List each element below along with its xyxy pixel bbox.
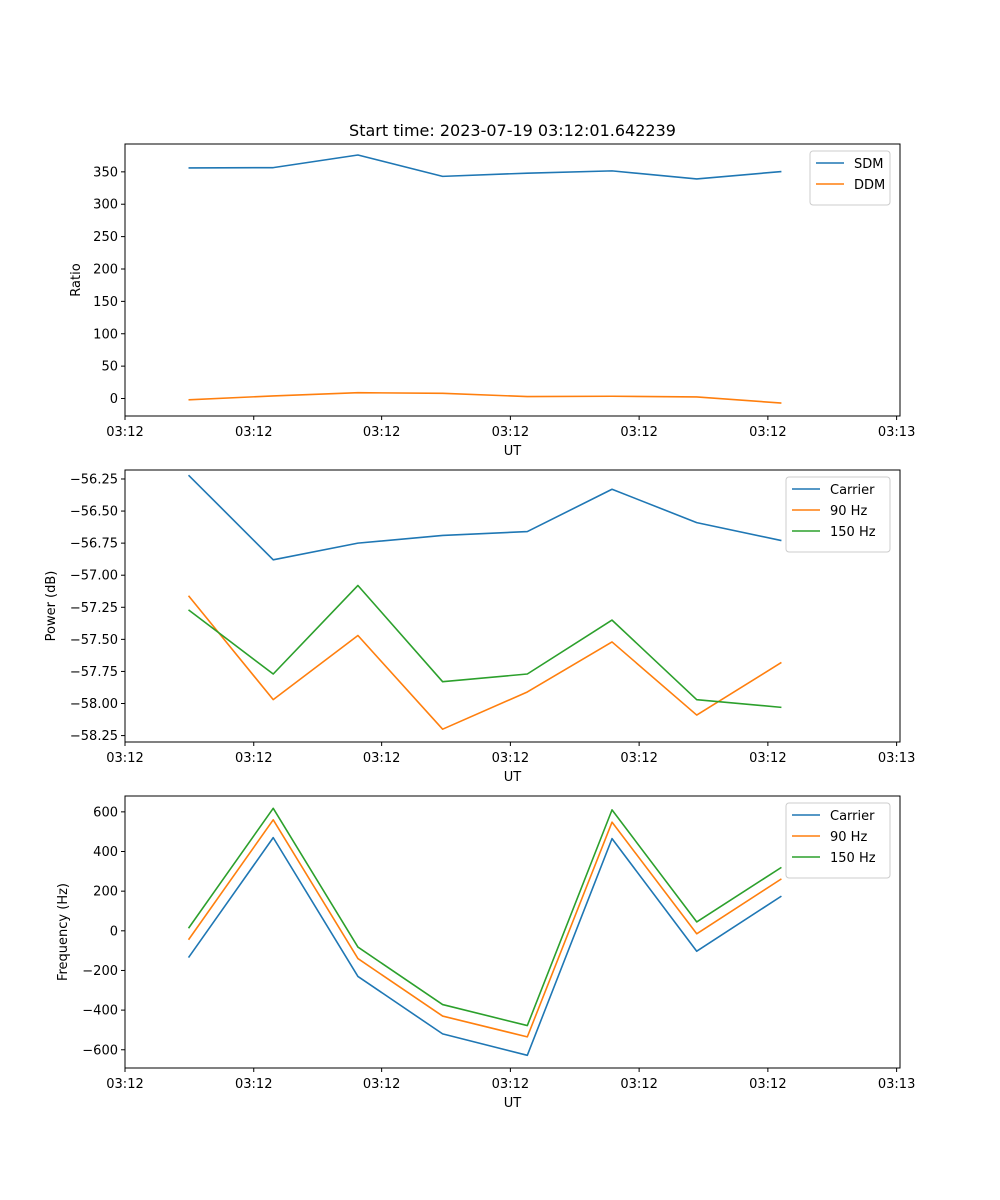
y-tick-label: −57.00 bbox=[70, 569, 118, 584]
x-tick-label: 03:12 bbox=[620, 425, 657, 440]
x-tick-label: 03:12 bbox=[106, 1077, 143, 1092]
legend-box bbox=[785, 476, 891, 553]
y-axis-label: Frequency (Hz) bbox=[56, 883, 71, 981]
y-tick-label: 300 bbox=[93, 198, 118, 213]
x-tick-label: 03:13 bbox=[878, 1077, 915, 1092]
plot-frame bbox=[124, 469, 901, 743]
y-axis-label: Power (dB) bbox=[44, 571, 59, 642]
x-tick-label: 03:12 bbox=[620, 751, 657, 766]
y-tick-label: −58.25 bbox=[70, 729, 118, 744]
x-tick-label: 03:12 bbox=[363, 751, 400, 766]
x-tick-label: 03:12 bbox=[235, 425, 272, 440]
x-tick-label: 03:12 bbox=[363, 425, 400, 440]
series-line-90-hz bbox=[187, 818, 782, 1038]
legend-label: Carrier bbox=[830, 809, 875, 824]
y-tick-label: 600 bbox=[93, 805, 118, 820]
series-line-sdm bbox=[188, 154, 782, 180]
series-line-ddm bbox=[188, 391, 782, 404]
y-tick-label: 50 bbox=[101, 360, 118, 375]
y-tick-label: −56.50 bbox=[70, 505, 118, 520]
x-axis-label: UT bbox=[504, 770, 522, 785]
x-tick-label: 03:13 bbox=[878, 425, 915, 440]
series-line-carrier bbox=[187, 836, 782, 1057]
y-tick-label: 0 bbox=[110, 924, 118, 939]
x-tick-label: 03:12 bbox=[235, 1077, 272, 1092]
x-tick-label: 03:12 bbox=[492, 1077, 529, 1092]
y-tick-label: −58.00 bbox=[70, 697, 118, 712]
legend-label: DDM bbox=[854, 178, 885, 193]
y-tick-label: 250 bbox=[93, 230, 118, 245]
series-line-carrier bbox=[187, 474, 782, 561]
legend-box bbox=[809, 150, 891, 206]
y-tick-label: 200 bbox=[93, 262, 118, 277]
y-tick-label: −57.25 bbox=[70, 601, 118, 616]
plot-frame bbox=[124, 795, 901, 1069]
y-axis-label: Ratio bbox=[69, 263, 84, 296]
y-tick-label: 0 bbox=[110, 392, 118, 407]
y-tick-label: 100 bbox=[93, 327, 118, 342]
series-line-90-hz bbox=[187, 595, 782, 730]
y-tick-label: −56.25 bbox=[70, 472, 118, 487]
x-tick-label: 03:13 bbox=[878, 751, 915, 766]
charts: 0 50 100 150 200 250 300 350 03:12 03:12 03:12 03:1… bbox=[44, 143, 915, 1111]
chart-1: 0 50 100 150 200 250 300 350 03:12 03:12 03:12 03:1… bbox=[69, 143, 915, 459]
y-tick-label: −200 bbox=[82, 964, 118, 979]
y-tick-label: −400 bbox=[82, 1004, 118, 1019]
legend-label: Carrier bbox=[830, 483, 875, 498]
y-tick-label: −600 bbox=[82, 1043, 118, 1058]
legend-label: 90 Hz bbox=[830, 830, 867, 845]
x-tick-label: 03:12 bbox=[492, 751, 529, 766]
x-tick-label: 03:12 bbox=[106, 425, 143, 440]
y-tick-label: −57.50 bbox=[70, 633, 118, 648]
x-tick-label: 03:12 bbox=[749, 1077, 786, 1092]
legend-label: 150 Hz bbox=[830, 525, 876, 540]
x-tick-label: 03:12 bbox=[235, 751, 272, 766]
y-tick-label: 150 bbox=[93, 295, 118, 310]
legend-label: 90 Hz bbox=[830, 504, 867, 519]
y-tick-label: −56.75 bbox=[70, 537, 118, 552]
series-line-150-hz bbox=[187, 807, 782, 1027]
y-tick-label: 350 bbox=[93, 165, 118, 180]
x-tick-label: 03:12 bbox=[749, 751, 786, 766]
legend-box bbox=[785, 802, 891, 879]
x-axis-label: UT bbox=[504, 444, 522, 459]
series-line-150-hz bbox=[188, 584, 782, 709]
y-tick-label: 400 bbox=[93, 845, 118, 860]
x-tick-label: 03:12 bbox=[749, 425, 786, 440]
legend-label: 150 Hz bbox=[830, 851, 876, 866]
legend: SDM DDM bbox=[809, 150, 891, 206]
x-tick-label: 03:12 bbox=[620, 1077, 657, 1092]
legend-label: SDM bbox=[854, 157, 883, 172]
y-tick-label: −57.75 bbox=[70, 665, 118, 680]
chart-2: −56.25 −56.50 −56.75 −57.00 −57.25 −57.50 −57.… bbox=[44, 469, 915, 785]
y-tick-label: 200 bbox=[93, 885, 118, 900]
figure-title: Start time: 2023-07-19 03:12:01.642239 bbox=[349, 121, 676, 140]
chart-3: 600 400 200 0 −200 −400 −600 03:12 03:12 03:12 03:… bbox=[56, 795, 915, 1111]
legend: Carrier 90 Hz 150 Hz bbox=[785, 476, 891, 553]
x-axis-label: UT bbox=[504, 1096, 522, 1111]
x-tick-label: 03:12 bbox=[106, 751, 143, 766]
x-tick-label: 03:12 bbox=[363, 1077, 400, 1092]
legend: Carrier 90 Hz 150 Hz bbox=[785, 802, 891, 879]
plot-frame bbox=[124, 143, 901, 417]
x-tick-label: 03:12 bbox=[492, 425, 529, 440]
